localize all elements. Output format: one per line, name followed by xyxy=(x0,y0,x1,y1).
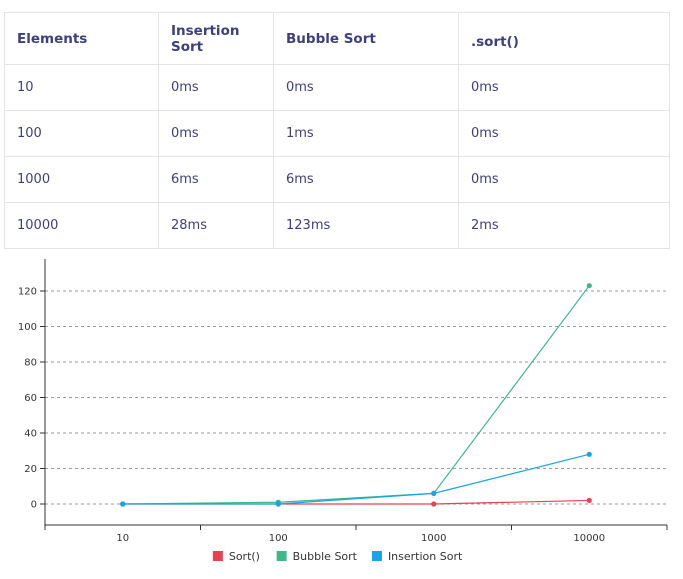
header-bubble-sort: Bubble Sort xyxy=(273,12,459,65)
y-tick-label: 0 xyxy=(31,500,37,511)
table-row: 100 0ms 1ms 0ms xyxy=(4,110,670,157)
data-point-insertion-sort xyxy=(586,451,592,457)
y-tick-label: 100 xyxy=(18,322,37,333)
cell-sort: 0ms xyxy=(458,156,670,203)
legend-label-sort: Sort() xyxy=(229,550,260,563)
header-sort: .sort() xyxy=(458,12,670,65)
x-tick-label: 100 xyxy=(269,533,288,544)
y-tick-label: 120 xyxy=(18,287,37,298)
data-point-insertion-sort xyxy=(275,501,281,507)
cell-bubble: 1ms xyxy=(273,110,459,157)
cell-insertion: 6ms xyxy=(158,156,274,203)
table-header-row: Elements Insertion Sort Bubble Sort .sor… xyxy=(4,12,670,65)
legend-label-insertion-sort: Insertion Sort xyxy=(388,550,463,563)
y-tick-label: 40 xyxy=(24,429,37,440)
cell-elements: 10 xyxy=(4,64,159,111)
legend-swatch-bubble-sort xyxy=(276,551,287,561)
cell-sort: 0ms xyxy=(458,110,670,157)
data-point-sort xyxy=(431,501,437,507)
header-insertion-sort: Insertion Sort xyxy=(158,12,274,65)
cell-insertion: 0ms xyxy=(158,64,274,111)
cell-bubble: 6ms xyxy=(273,156,459,203)
cell-insertion: 0ms xyxy=(158,110,274,157)
table-row: 10000 28ms 123ms 2ms xyxy=(4,202,670,249)
legend-swatch-insertion-sort xyxy=(371,551,382,561)
y-tick-label: 60 xyxy=(24,393,37,404)
legend-swatch-sort xyxy=(212,551,223,561)
cell-elements: 10000 xyxy=(4,202,159,249)
cell-sort: 0ms xyxy=(458,64,670,111)
data-point-insertion-sort xyxy=(120,501,126,507)
cell-elements: 1000 xyxy=(4,156,159,203)
x-tick-label: 10 xyxy=(116,533,129,544)
results-table: Elements Insertion Sort Bubble Sort .sor… xyxy=(4,12,670,249)
cell-sort: 2ms xyxy=(458,202,670,249)
cell-bubble: 123ms xyxy=(273,202,459,249)
data-point-sort xyxy=(586,497,592,504)
line-chart: 0 20 40 60 80 100 120 10 100 1000 10000 Sort() Bubbl… xyxy=(18,259,668,563)
table-row: 1000 6ms 6ms 0ms xyxy=(4,156,670,203)
cell-bubble: 0ms xyxy=(273,64,459,111)
header-elements: Elements xyxy=(4,12,159,65)
y-tick-label: 20 xyxy=(24,464,37,475)
series-line-bubble-sort xyxy=(122,285,590,505)
table-row: 10 0ms 0ms 0ms xyxy=(4,64,670,111)
data-point-insertion-sort xyxy=(431,490,437,496)
y-tick-label: 80 xyxy=(24,358,37,369)
x-tick-label: 10000 xyxy=(573,533,605,544)
series-line-insertion-sort xyxy=(122,453,590,505)
data-point-bubble-sort xyxy=(586,283,592,289)
x-tick-label: 1000 xyxy=(421,533,446,544)
cell-elements: 100 xyxy=(4,110,159,157)
cell-insertion: 28ms xyxy=(158,202,274,249)
legend-label-bubble-sort: Bubble Sort xyxy=(293,550,358,563)
